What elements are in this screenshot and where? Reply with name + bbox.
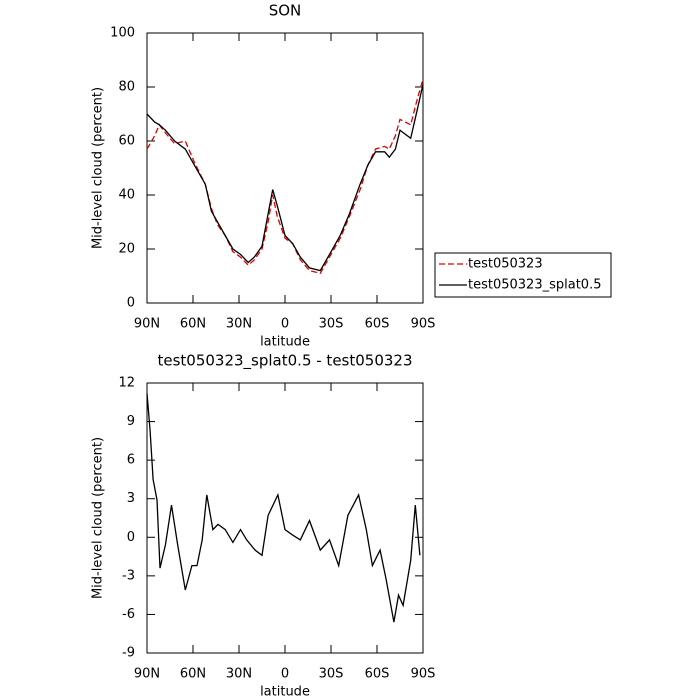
y-tick-label: 3 bbox=[127, 491, 135, 506]
y-tick-label: -3 bbox=[122, 568, 135, 583]
data-line bbox=[146, 78, 424, 275]
y-tick-label: 12 bbox=[118, 376, 135, 391]
x-tick-label: 30N bbox=[226, 317, 252, 332]
y-tick-label: 60 bbox=[118, 134, 135, 149]
x-tick-label: 0 bbox=[281, 317, 289, 332]
y-tick-label: 100 bbox=[110, 26, 135, 41]
y-tick-label: 0 bbox=[127, 296, 135, 311]
x-tick-label: 90S bbox=[411, 667, 436, 682]
y-tick-label: -6 bbox=[122, 607, 135, 622]
legend-box bbox=[434, 252, 612, 298]
chart-title: test050323_splat0.5 - test050323 bbox=[157, 352, 412, 371]
y-axis-label: Mid-level cloud (percent) bbox=[91, 87, 106, 249]
x-tick-label: 30S bbox=[319, 317, 344, 332]
x-axis-label: latitude bbox=[260, 685, 310, 700]
y-tick-label: 40 bbox=[118, 188, 135, 203]
x-tick-label: 90S bbox=[411, 317, 436, 332]
y-tick-label: 6 bbox=[127, 453, 135, 468]
y-tick-label: 9 bbox=[127, 414, 135, 429]
plot-frame bbox=[146, 382, 424, 654]
y-tick-label: -9 bbox=[122, 646, 135, 661]
x-tick-label: 90N bbox=[134, 317, 160, 332]
chart-title: SON bbox=[269, 2, 302, 20]
x-tick-label: 30N bbox=[226, 667, 252, 682]
x-tick-label: 60S bbox=[365, 667, 390, 682]
x-tick-label: 90N bbox=[134, 667, 160, 682]
y-tick-label: 20 bbox=[118, 242, 135, 257]
x-tick-label: 0 bbox=[281, 667, 289, 682]
x-tick-label: 30S bbox=[319, 667, 344, 682]
x-tick-label: 60N bbox=[180, 667, 206, 682]
data-line bbox=[146, 84, 424, 272]
data-line bbox=[146, 393, 421, 623]
y-tick-label: 80 bbox=[118, 80, 135, 95]
x-tick-label: 60S bbox=[365, 317, 390, 332]
y-axis-label: Mid-level cloud (percent) bbox=[91, 437, 106, 599]
plot-frame bbox=[146, 32, 424, 304]
x-axis-label: latitude bbox=[260, 335, 310, 350]
y-tick-label: 0 bbox=[127, 530, 135, 545]
x-tick-label: 60N bbox=[180, 317, 206, 332]
legend-label: test050323 bbox=[468, 257, 543, 272]
legend-label: test050323_splat0.5 bbox=[468, 278, 601, 293]
